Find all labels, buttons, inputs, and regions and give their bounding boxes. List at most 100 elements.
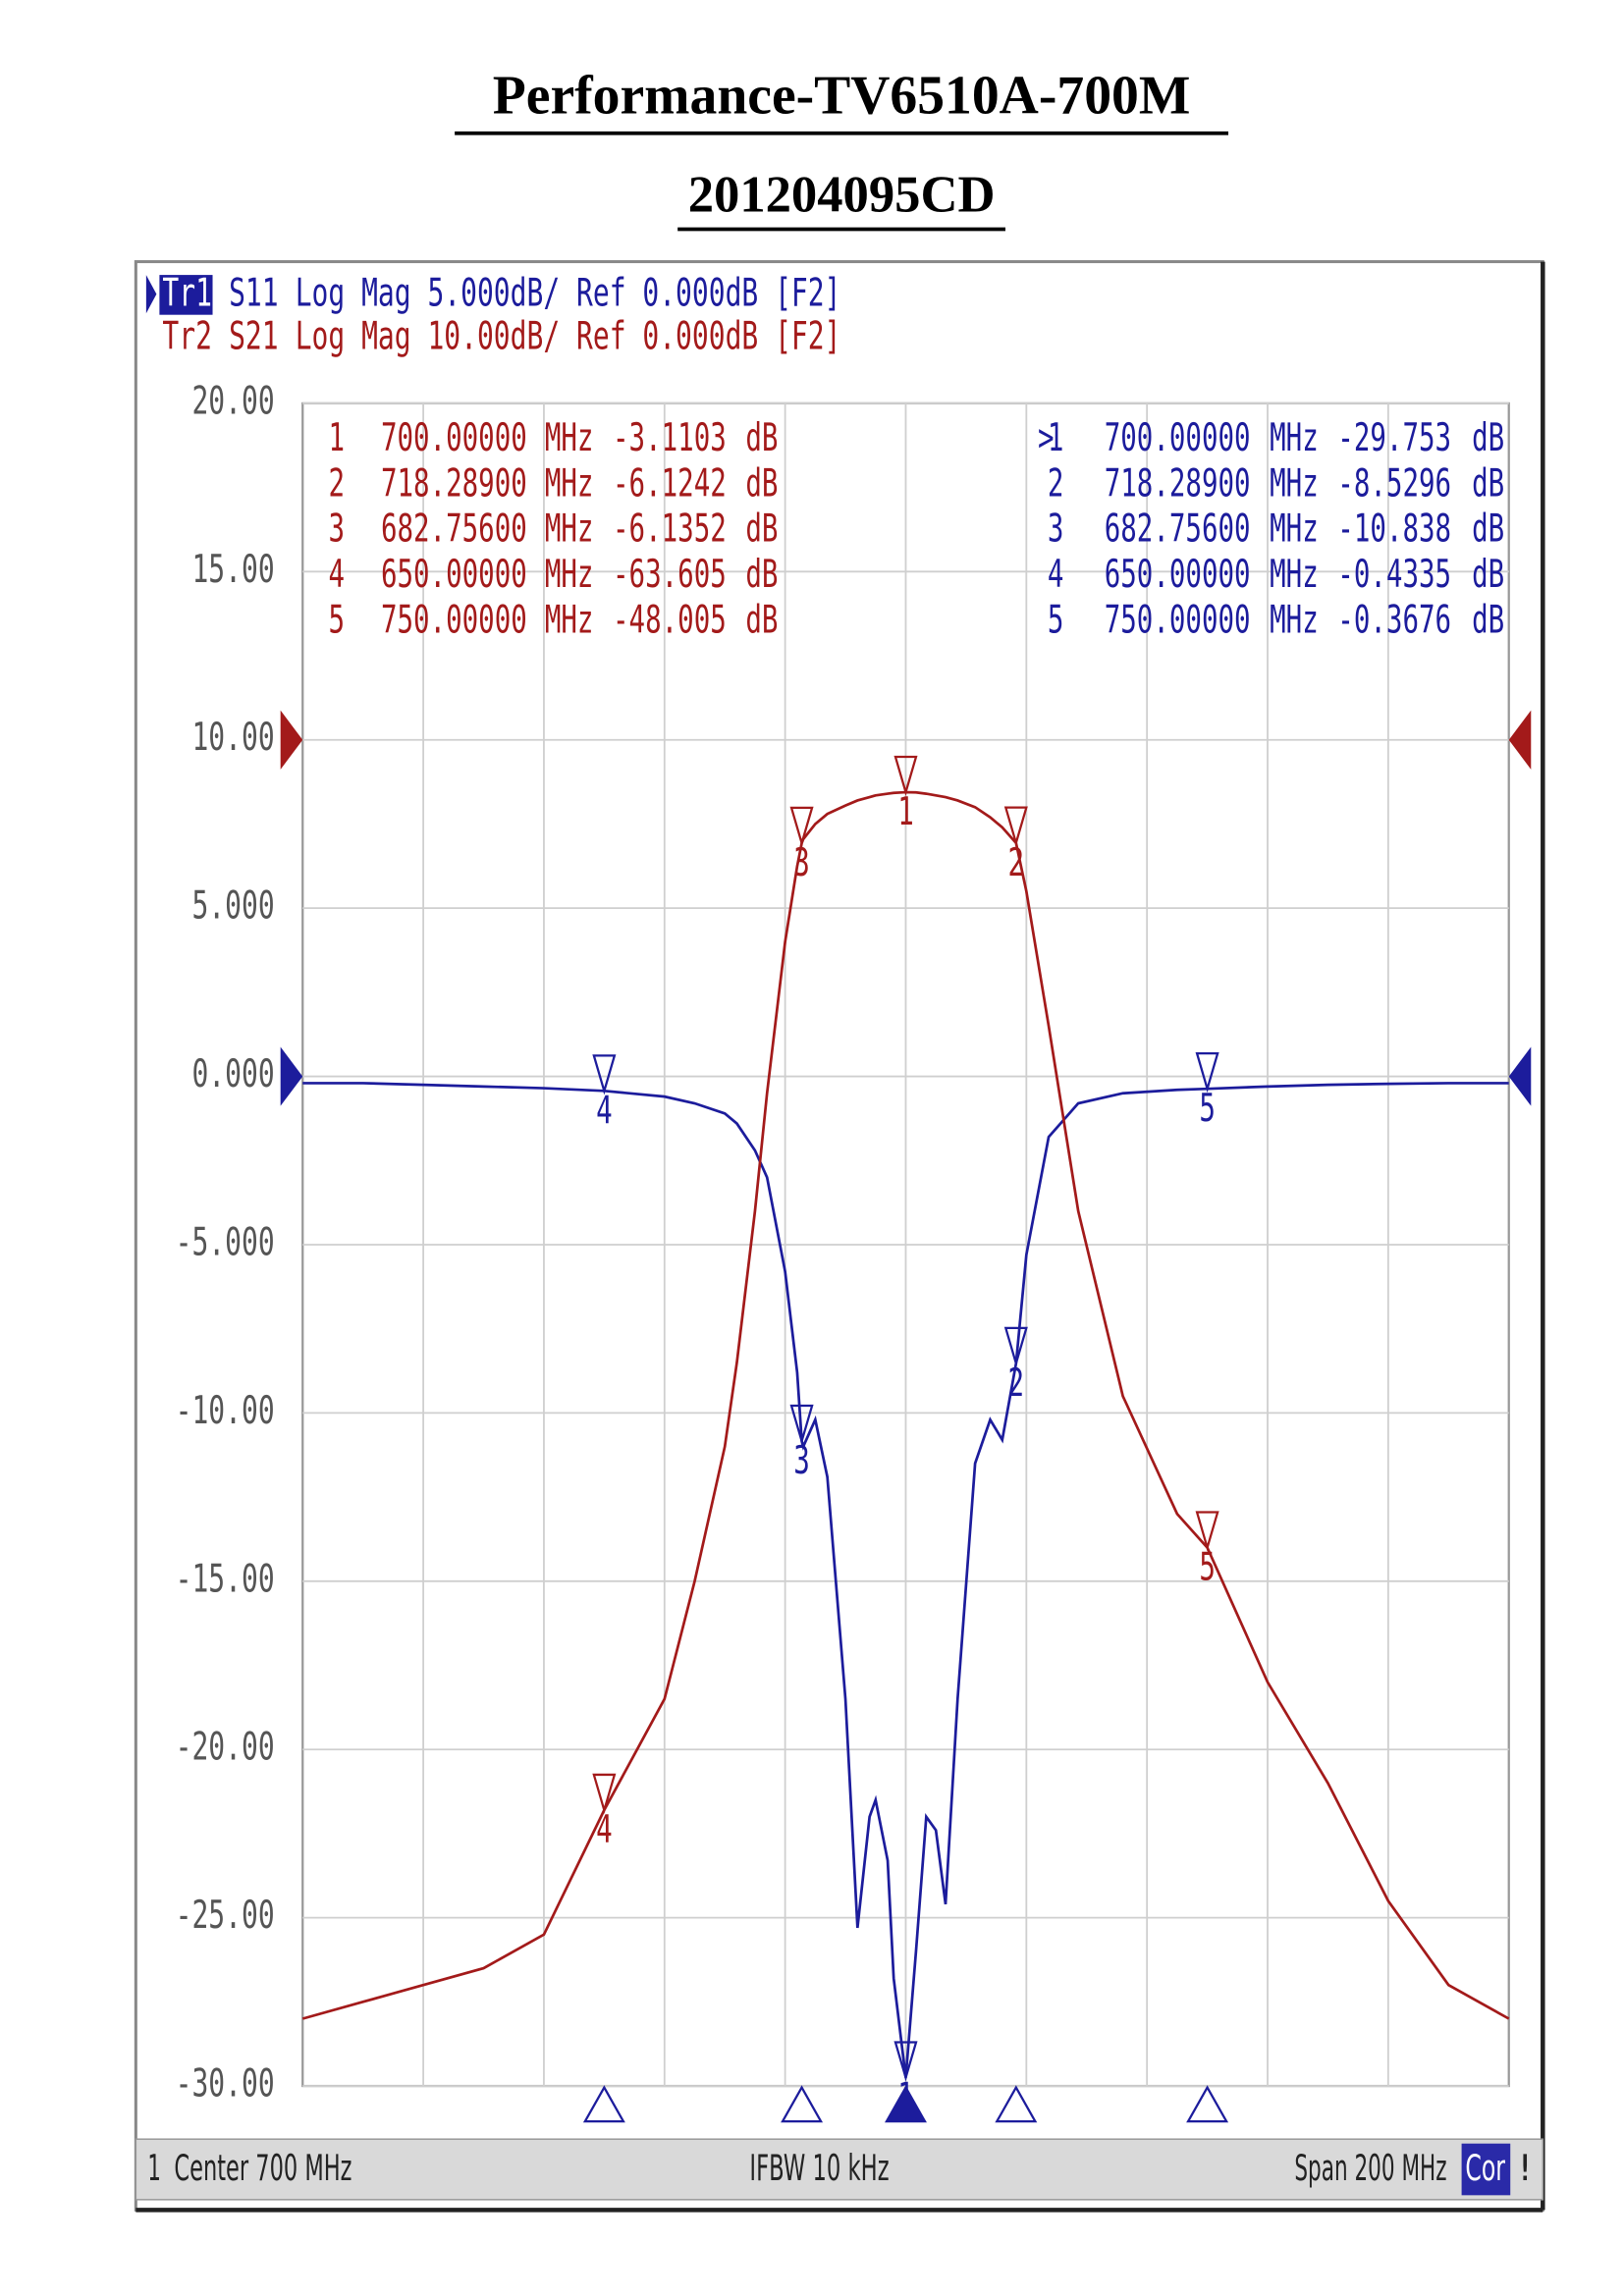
marker-triangle (893, 2041, 918, 2082)
marker-id: 2 (329, 461, 346, 506)
marker-id: 1 (1048, 416, 1064, 460)
legend-entry: S21 (229, 314, 279, 358)
active-trace-box (159, 275, 213, 315)
marker-triangle (592, 1773, 617, 1815)
stimulus-marker (885, 2085, 927, 2123)
marker-id: 5 (329, 598, 346, 642)
stimulus-marker (1186, 2085, 1229, 2123)
marker-number: 4 (596, 1808, 613, 1852)
reference-arrow (280, 710, 303, 770)
marker-number: 4 (596, 1089, 613, 1133)
marker-value-unit: dB (745, 598, 778, 642)
marker-value-unit: dB (1472, 598, 1504, 642)
marker-triangle (893, 755, 918, 797)
stimulus-marker (995, 2085, 1038, 2123)
y-tick-label: -20.00 (176, 1726, 275, 1770)
marker-number: 1 (897, 790, 914, 834)
marker-triangle (1003, 1326, 1028, 1368)
marker-triangle (789, 806, 814, 847)
channel-number: 1 (147, 2148, 161, 2189)
marker-triangle (1195, 1051, 1219, 1094)
marker-id: 3 (1048, 507, 1064, 552)
trace-line (301, 790, 1510, 2020)
marker-frequency: 750.00000 (1105, 598, 1251, 642)
marker-number: 2 (1008, 841, 1025, 885)
marker-unit: MHz (545, 598, 594, 642)
marker-value: -48.005 (613, 598, 727, 642)
y-tick-label: -10.00 (176, 1389, 275, 1433)
marker-frequency: 718.28900 (381, 461, 527, 506)
marker-value-unit: dB (745, 507, 778, 552)
marker-active-prefix: > (1038, 416, 1055, 460)
marker-triangle (592, 1054, 617, 1095)
chart-title: Performance-TV6510A-700M (493, 65, 1191, 126)
y-tick-label: -5.000 (176, 1220, 275, 1264)
trace-format: Log Mag 10.00dB/ Ref 0.000dB [F2] (296, 314, 841, 358)
marker-value: -6.1242 (613, 461, 727, 506)
marker-value: -10.838 (1337, 507, 1451, 552)
marker-unit: MHz (545, 416, 594, 460)
marker-value: -0.3676 (1337, 598, 1451, 642)
marker-number: 3 (793, 1439, 810, 1483)
correction-box (1461, 2143, 1511, 2196)
marker-value: -0.4335 (1337, 553, 1451, 597)
marker-unit: MHz (545, 553, 594, 597)
marker-unit: MHz (1270, 461, 1319, 506)
reference-arrow (1508, 710, 1532, 770)
marker-value: -8.5296 (1337, 461, 1451, 506)
if-bandwidth: IFBW 10 kHz (749, 2148, 889, 2189)
marker-unit: MHz (1270, 598, 1319, 642)
trace-label: Tr2 (162, 314, 212, 358)
y-tick-label: 10.00 (191, 716, 274, 760)
active-trace-arrow (145, 275, 157, 314)
center-frequency: Center 700 MHz (174, 2148, 352, 2189)
marker-frequency: 750.00000 (381, 598, 527, 642)
stimulus-marker (582, 2085, 625, 2123)
y-tick-label: -15.00 (176, 1557, 275, 1601)
marker-id: 4 (329, 553, 346, 597)
status-indicator: ! (1518, 2148, 1532, 2189)
marker-frequency: 700.00000 (1105, 416, 1251, 460)
marker-value: -29.753 (1337, 416, 1451, 460)
marker-id: 1 (329, 416, 346, 460)
marker-value: -63.605 (613, 553, 727, 597)
trace-line (302, 1082, 1509, 2078)
marker-number: 5 (1199, 1087, 1216, 1131)
marker-id: 4 (1048, 553, 1064, 597)
marker-value-unit: dB (1472, 461, 1504, 506)
legend-entry: S11 (229, 272, 279, 316)
marker-value-unit: dB (745, 553, 778, 597)
frequency-span: Span 200 MHz (1294, 2148, 1446, 2189)
correction-status: Cor (1465, 2148, 1505, 2189)
marker-unit: MHz (545, 507, 594, 552)
stimulus-marker (781, 2085, 824, 2123)
status-bar (135, 2138, 1544, 2201)
marker-frequency: 650.00000 (1105, 553, 1251, 597)
marker-value-unit: dB (745, 461, 778, 506)
y-tick-label: 15.00 (191, 548, 274, 592)
marker-number: 3 (793, 841, 810, 885)
marker-value: -6.1352 (613, 507, 727, 552)
marker-value-unit: dB (1472, 416, 1504, 460)
marker-unit: MHz (1270, 553, 1319, 597)
y-tick-label: -25.00 (176, 1894, 275, 1938)
marker-frequency: 700.00000 (381, 416, 527, 460)
marker-value-unit: dB (745, 416, 778, 460)
marker-value-unit: dB (1472, 553, 1504, 597)
marker-unit: MHz (1270, 507, 1319, 552)
marker-unit: MHz (1270, 416, 1319, 460)
marker-number: 2 (1008, 1362, 1025, 1406)
marker-triangle (789, 1404, 814, 1446)
y-tick-label: 0.000 (191, 1052, 274, 1096)
marker-frequency: 718.28900 (1105, 461, 1251, 506)
marker-number: 5 (1199, 1546, 1216, 1590)
marker-frequency: 682.75600 (381, 507, 527, 552)
marker-frequency: 682.75600 (1105, 507, 1251, 552)
trace-label: Tr1 (162, 272, 212, 316)
marker-value: -3.1103 (613, 416, 727, 460)
marker-value-unit: dB (1472, 507, 1504, 552)
marker-unit: MHz (545, 461, 594, 506)
